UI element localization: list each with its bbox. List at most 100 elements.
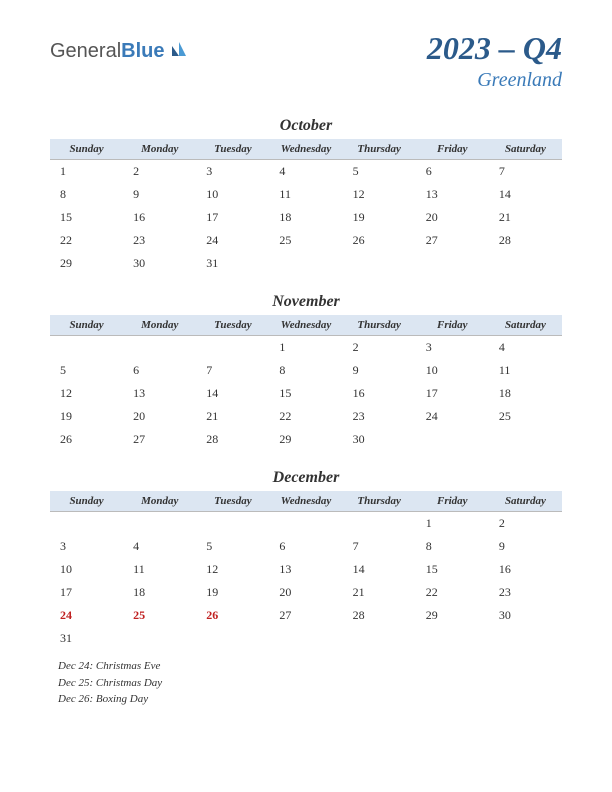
calendar-cell: 12 [343,183,416,206]
calendar-cell: 18 [489,382,562,405]
day-header: Tuesday [196,139,269,160]
calendar-cell: 16 [123,206,196,229]
calendar-cell: 9 [489,535,562,558]
calendar-row: 10111213141516 [50,558,562,581]
calendar-cell [489,428,562,451]
calendar-cell: 28 [489,229,562,252]
calendar-cell: 2 [343,336,416,360]
calendar-cell: 31 [50,627,123,650]
calendar-cell: 25 [489,405,562,428]
calendar-cell: 7 [489,160,562,184]
day-header: Sunday [50,491,123,512]
day-header: Thursday [343,315,416,336]
calendar-cell [343,252,416,275]
day-header: Tuesday [196,491,269,512]
logo-text-blue: Blue [121,40,164,62]
day-header: Saturday [489,315,562,336]
calendar-cell: 17 [196,206,269,229]
calendar-cell: 7 [343,535,416,558]
day-header: Friday [416,491,489,512]
calendar-cell: 12 [50,382,123,405]
day-header: Sunday [50,315,123,336]
calendar-cell: 10 [416,359,489,382]
calendar-cell [123,336,196,360]
calendar-cell [416,252,489,275]
calendar-cell: 16 [489,558,562,581]
calendar-cell: 10 [196,183,269,206]
calendar-cell: 18 [269,206,342,229]
calendar-cell: 9 [123,183,196,206]
calendar-cell [489,252,562,275]
page-title: 2023 – Q4 [427,30,562,67]
calendar-cell: 12 [196,558,269,581]
calendar-cell: 23 [343,405,416,428]
calendar-row: 15161718192021 [50,206,562,229]
calendar-cell: 14 [489,183,562,206]
calendar-cell: 2 [123,160,196,184]
title-block: 2023 – Q4 Greenland [427,30,562,92]
calendar-cell: 24 [416,405,489,428]
day-header: Friday [416,315,489,336]
calendar-row: 2627282930 [50,428,562,451]
calendar-cell: 11 [269,183,342,206]
calendar-cell [269,512,342,536]
logo-icon [170,40,188,63]
calendar-cell: 4 [123,535,196,558]
calendar-cell: 22 [416,581,489,604]
calendar-cell: 22 [50,229,123,252]
calendar-cell: 30 [489,604,562,627]
calendar-row: 891011121314 [50,183,562,206]
calendar-cell [123,512,196,536]
calendar-cell: 13 [416,183,489,206]
calendar-cell: 11 [123,558,196,581]
calendar-cell: 4 [489,336,562,360]
calendar-cell: 6 [123,359,196,382]
calendar-cell [196,627,269,650]
calendar-cell: 21 [196,405,269,428]
calendar-row: 1234567 [50,160,562,184]
calendar-cell: 26 [50,428,123,451]
calendar-row: 293031 [50,252,562,275]
calendar-cell: 29 [50,252,123,275]
calendar-cell: 20 [269,581,342,604]
month-block: NovemberSundayMondayTuesdayWednesdayThur… [50,293,562,451]
calendar-row: 19202122232425 [50,405,562,428]
calendar-cell: 15 [269,382,342,405]
month-name: October [50,117,562,135]
calendar-row: 567891011 [50,359,562,382]
calendar-cell: 7 [196,359,269,382]
calendar-cell: 29 [416,604,489,627]
calendar-cell: 1 [50,160,123,184]
calendar-table: SundayMondayTuesdayWednesdayThursdayFrid… [50,315,562,451]
calendar-cell: 25 [123,604,196,627]
calendar-cell: 19 [196,581,269,604]
calendar-cell: 30 [343,428,416,451]
calendar-row: 17181920212223 [50,581,562,604]
calendar-cell: 28 [343,604,416,627]
day-header: Sunday [50,139,123,160]
calendar-cell: 24 [50,604,123,627]
calendar-cell: 31 [196,252,269,275]
calendar-cell: 3 [50,535,123,558]
calendar-cell: 29 [269,428,342,451]
calendar-row: 24252627282930 [50,604,562,627]
calendar-cell: 10 [50,558,123,581]
day-header: Wednesday [269,491,342,512]
calendar-row: 12131415161718 [50,382,562,405]
day-header: Monday [123,139,196,160]
holiday-notes: Dec 24: Christmas EveDec 25: Christmas D… [50,658,562,708]
calendar-cell [343,512,416,536]
calendar-cell [123,627,196,650]
day-header: Tuesday [196,315,269,336]
calendar-cell: 23 [489,581,562,604]
calendar-cell: 20 [416,206,489,229]
calendar-cell [196,336,269,360]
calendar-cell: 23 [123,229,196,252]
calendar-cell: 5 [196,535,269,558]
calendar-cell [269,627,342,650]
calendar-cell: 20 [123,405,196,428]
day-header: Friday [416,139,489,160]
day-header: Wednesday [269,139,342,160]
calendar-table: SundayMondayTuesdayWednesdayThursdayFrid… [50,139,562,275]
calendar-table: SundayMondayTuesdayWednesdayThursdayFrid… [50,491,562,650]
